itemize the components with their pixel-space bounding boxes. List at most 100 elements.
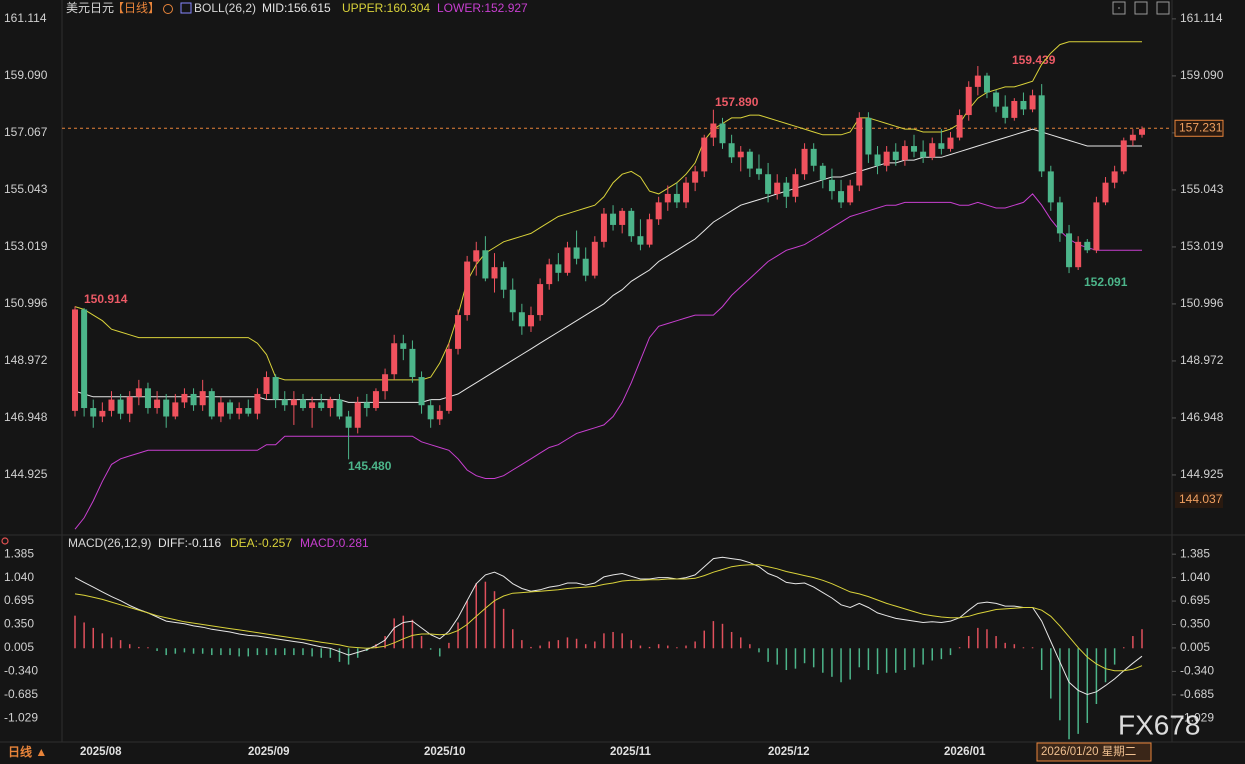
candle-body [1111,171,1118,183]
candle-body [901,146,908,161]
candle-body [947,137,954,149]
candle-body [199,391,206,406]
candle-body [637,236,644,245]
candle-body [537,284,544,316]
y-tick-label: 1.040 [4,570,34,584]
y-tick-label: 0.005 [1180,640,1210,654]
legend-entry: MACD:0.281 [300,536,369,550]
x-tick-label: 2025/09 [248,746,290,758]
candle-body [1139,129,1145,135]
candle-body [482,250,489,279]
period-label[interactable]: 【日线】 [112,1,160,15]
candle-body [163,399,170,417]
candle-body [445,348,452,411]
candle-body [409,348,416,378]
settings-icon[interactable] [163,4,173,14]
legend-entry: UPPER:160.304 [342,1,430,15]
toolbar-button[interactable] [1156,1,1170,15]
candle-body [555,264,562,273]
macd-line [74,564,1143,672]
candle-body [108,399,115,411]
candle-body [1084,241,1091,251]
band-line [74,193,1142,530]
y-tick-label: 155.043 [1180,182,1224,196]
watermark: FX678 [1118,709,1201,740]
y-tick-label: -0.685 [4,687,38,701]
y-tick-label: 155.043 [4,182,48,196]
candle-body [363,402,370,409]
y-tick-label: 144.925 [4,467,48,481]
y-tick-label: 146.948 [1180,410,1224,424]
candle-body [491,267,498,279]
candle-body [263,377,270,394]
candle-body [573,247,580,259]
y-tick-label: 1.385 [4,546,34,560]
y-tick-label: -0.340 [4,664,38,678]
candle-body [208,391,215,417]
candle-body [1029,95,1036,110]
band-line [74,41,1142,381]
candle-body [564,247,571,273]
candle-body [683,182,690,203]
toolbar-button[interactable] [1112,1,1126,15]
candle-body [874,154,881,166]
candle-body [673,193,680,203]
low-label: 152.091 [1084,275,1128,289]
y-tick-label: 1.385 [1180,546,1210,560]
high-label: 157.890 [715,95,759,109]
candle-body [1093,202,1100,251]
y-tick-label: -1.029 [4,710,38,724]
candle-body [892,151,899,161]
candle-body [500,267,507,290]
candle-body [1011,100,1018,118]
candle-body [72,309,78,411]
candle-body [236,408,243,414]
candle-body [144,388,151,409]
y-tick-label: -1.029 [1180,710,1214,724]
y-tick-label: 153.019 [1180,239,1224,253]
candle-body [126,396,133,414]
candle-body [400,343,407,349]
high-label: 150.914 [84,292,128,306]
candle-body [336,399,343,417]
y-tick-label: 159.090 [4,68,48,82]
candle-body [701,137,708,172]
candle-body [664,193,671,203]
candle-body [181,393,188,403]
candle-body [692,171,699,183]
x-tick-label: 2026/01 [944,746,986,758]
candle-body [354,402,361,428]
candle-body [920,151,927,158]
candle-body [993,92,1000,107]
candle-body [281,399,288,406]
candle-body [965,86,972,116]
candle-body [938,143,945,149]
y-tick-label: 161.114 [1180,11,1223,25]
candle-body [245,408,252,414]
candle-body [719,123,726,144]
candle-body [135,388,142,397]
y-tick-label: 0.350 [4,617,34,631]
candle-body [227,402,234,414]
candle-body [190,393,197,406]
legend-entry: MID:156.615 [262,1,331,15]
y-tick-label: 0.005 [4,640,34,654]
y-tick-label: 148.972 [1180,353,1224,367]
candle-body [728,143,735,158]
candle-body [765,174,772,194]
candle-body [382,374,389,392]
candle-body [518,312,525,327]
toolbar-button[interactable] [1134,1,1148,15]
candle-body [591,241,598,276]
candle-body [847,185,854,203]
candle-body [582,258,589,276]
candle-body [372,391,379,409]
candle-body [929,143,936,158]
footer-period[interactable]: 日线 ▲ [8,744,47,759]
candle-body [154,399,161,409]
x-tick-label: 2025/12 [768,746,810,758]
candle-body [436,410,443,420]
